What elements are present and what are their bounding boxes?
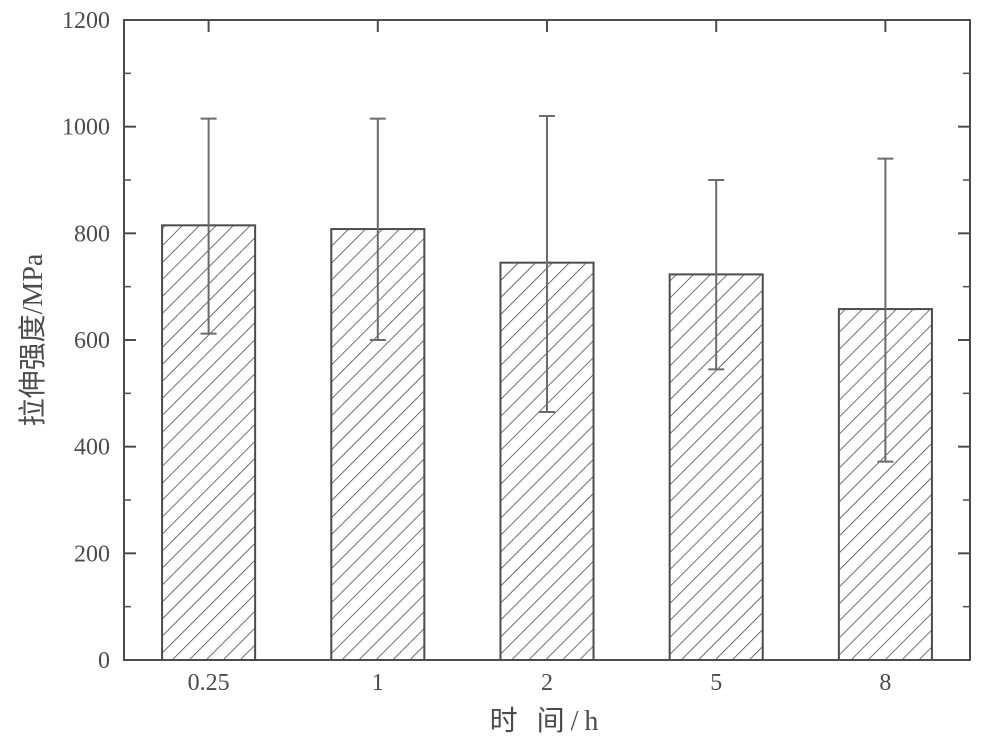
y-tick-label: 600 [74, 328, 110, 354]
bar-chart: 0 200 400 600 800 1000 1200 0.25 1 2 5 8 拉伸强度/MPa 时 间… [0, 0, 1000, 751]
x-tick-label: 5 [710, 670, 722, 696]
chart-container: 0 200 400 600 800 1000 1200 0.25 1 2 5 8 拉伸强度/MPa 时 间… [0, 0, 1000, 751]
x-tick-label: 8 [879, 670, 891, 696]
x-axis-label: 时 间/h [490, 705, 605, 737]
y-tick-label: 1200 [62, 8, 110, 34]
x-tick-label: 2 [541, 670, 553, 696]
y-tick-label: 400 [74, 435, 110, 461]
y-tick-label: 1000 [62, 115, 110, 141]
y-tick-label: 0 [98, 648, 110, 674]
y-tick-label: 200 [74, 541, 110, 567]
x-tick-label: 0.25 [188, 670, 230, 696]
y-axis-label: 拉伸强度/MPa [17, 253, 49, 426]
x-tick-label: 1 [372, 670, 384, 696]
y-tick-label: 800 [74, 221, 110, 247]
